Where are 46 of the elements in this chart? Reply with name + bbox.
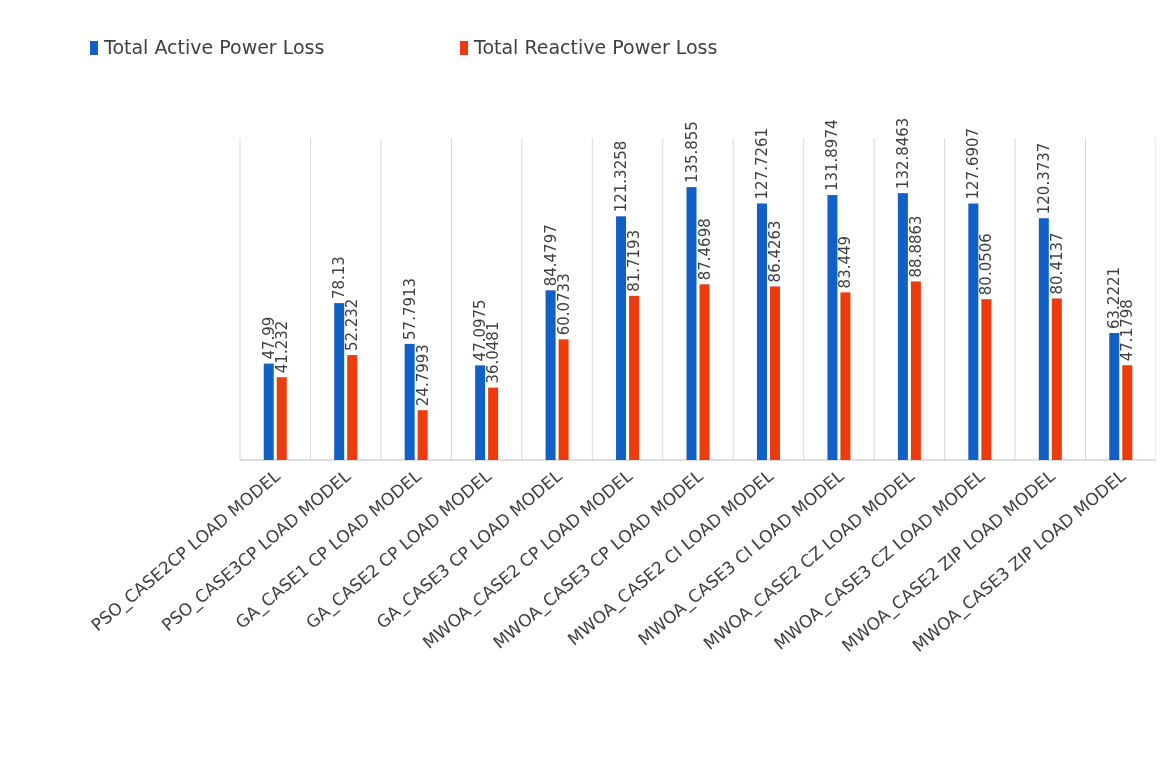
bar	[699, 284, 710, 460]
bar	[1109, 333, 1120, 460]
data-label: 52.232	[343, 298, 362, 352]
bar	[475, 365, 486, 460]
data-label: 80.0506	[977, 233, 996, 296]
data-label: 135.855	[682, 121, 701, 184]
bar	[840, 292, 851, 460]
bar	[1051, 298, 1062, 460]
bar	[769, 286, 780, 460]
bar	[756, 203, 767, 460]
data-label: 24.7993	[413, 344, 432, 407]
bar	[629, 295, 640, 460]
legend-label: Total Active Power Loss	[103, 36, 325, 58]
data-label: 86.4263	[765, 220, 784, 283]
bar	[545, 290, 556, 460]
bar	[897, 193, 908, 460]
data-label: 88.8863	[906, 215, 925, 278]
data-label: 57.7913	[400, 277, 419, 340]
bar	[263, 363, 274, 460]
bar	[334, 303, 345, 460]
legend-label: Total Reactive Power Loss	[473, 36, 718, 58]
data-label: 120.3737	[1034, 142, 1053, 215]
data-label: 132.8463	[893, 117, 912, 190]
data-label: 131.8974	[823, 119, 842, 192]
bar	[1122, 365, 1133, 460]
bar	[910, 281, 921, 460]
bar	[827, 195, 838, 460]
data-label: 83.449	[836, 235, 855, 289]
bar	[968, 203, 979, 460]
bar	[347, 355, 358, 460]
bar	[686, 187, 697, 460]
data-label: 121.3258	[612, 140, 631, 213]
bar	[1038, 218, 1049, 460]
data-label: 127.7261	[752, 127, 771, 200]
data-label: 78.13	[330, 256, 349, 300]
bar	[558, 339, 569, 460]
bar	[981, 299, 992, 460]
data-label: 80.4137	[1047, 232, 1066, 295]
bar	[417, 410, 428, 460]
bar	[404, 343, 415, 460]
data-label: 127.6907	[964, 127, 983, 200]
bar	[488, 387, 499, 460]
data-label: 81.7193	[625, 229, 644, 292]
bar	[616, 216, 627, 460]
bar	[276, 377, 287, 460]
data-label: 87.4698	[695, 218, 714, 281]
